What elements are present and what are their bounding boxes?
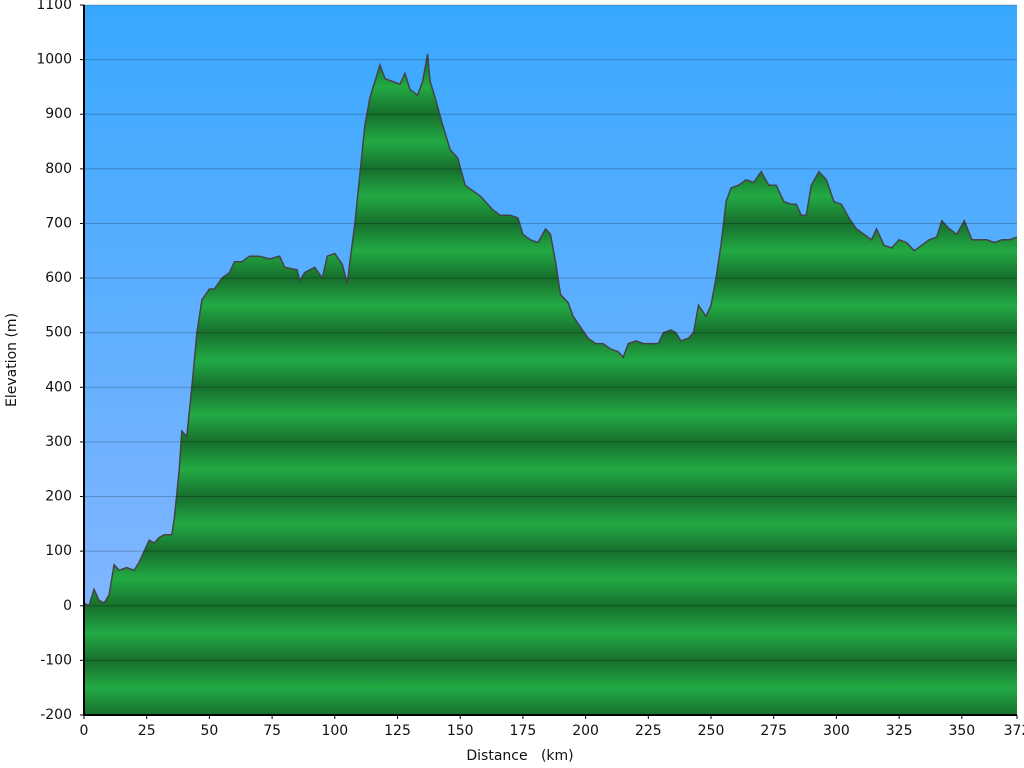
- y-tick-label: 700: [45, 215, 72, 231]
- x-axis-label: Distance (km): [466, 748, 573, 764]
- y-axis-label: Elevation (m): [4, 313, 20, 407]
- y-tick-label: 500: [45, 325, 72, 341]
- x-tick-label: 250: [698, 723, 725, 739]
- y-tick-label: 1100: [36, 0, 72, 13]
- y-tick-label: -200: [40, 707, 72, 723]
- x-tick-label: 125: [384, 723, 411, 739]
- x-tick-label: 150: [447, 723, 474, 739]
- x-tick-label: 275: [760, 723, 787, 739]
- x-tick-label: 50: [200, 723, 218, 739]
- x-tick-label: 75: [263, 723, 281, 739]
- x-tick-label: 325: [886, 723, 913, 739]
- x-tick-label: 25: [138, 723, 156, 739]
- y-tick-label: 400: [45, 379, 72, 395]
- y-tick-label: -100: [40, 652, 72, 668]
- elevation-shading: [84, 54, 1017, 715]
- y-tick-label: 100: [45, 543, 72, 559]
- x-tick-label: 200: [572, 723, 599, 739]
- y-tick-label: 1000: [36, 52, 72, 68]
- y-tick-label: 200: [45, 489, 72, 505]
- y-tick-label: 800: [45, 161, 72, 177]
- x-tick-label: 372: [1004, 723, 1024, 739]
- x-tick-label: 175: [510, 723, 537, 739]
- y-tick-label: 600: [45, 270, 72, 286]
- y-tick-label: 900: [45, 106, 72, 122]
- x-tick-label: 225: [635, 723, 662, 739]
- elevation-line: [83, 54, 1018, 607]
- x-tick-label: 100: [321, 723, 348, 739]
- x-tick-label: 300: [823, 723, 850, 739]
- x-tick-label: 350: [948, 723, 975, 739]
- y-tick-label: 0: [63, 598, 72, 614]
- y-tick-label: 300: [45, 434, 72, 450]
- x-tick-label: 0: [80, 723, 89, 739]
